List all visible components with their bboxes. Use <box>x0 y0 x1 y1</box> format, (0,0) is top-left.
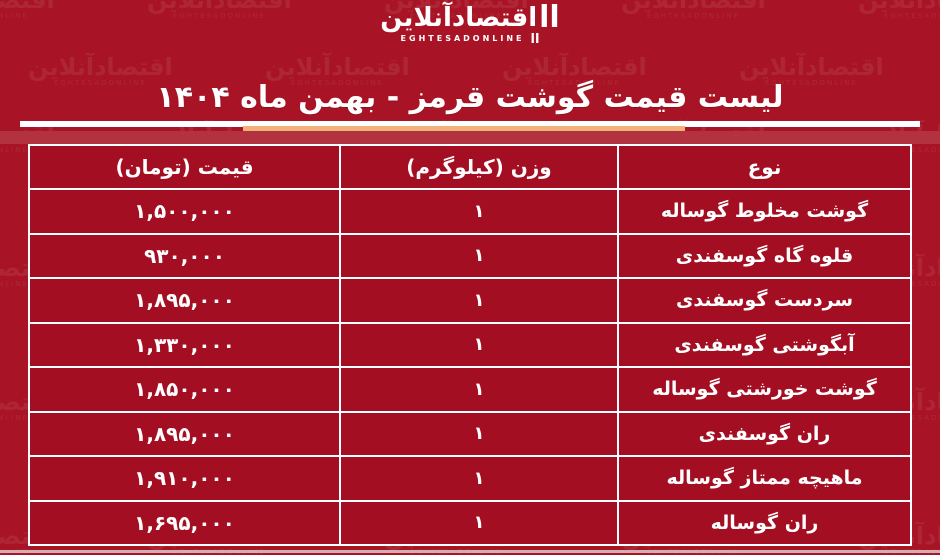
logo-wordmark: اا اقتصادآنلاین <box>380 0 560 35</box>
table-row: ۱,۸۹۵,۰۰۰ ۱ ران گوسفندی <box>30 412 910 455</box>
type-cell: سردست گوسفندی <box>619 279 910 322</box>
weight-cell: ۱ <box>341 368 617 411</box>
table-row: ۱,۸۵۰,۰۰۰ ۱ گوشت خورشتی گوساله <box>30 368 910 411</box>
title-underline-white <box>20 121 920 127</box>
table-row: ۱,۳۳۰,۰۰۰ ۱ آبگوشتی گوسفندی <box>30 323 910 366</box>
price-cell: ۱,۵۰۰,۰۰۰ <box>30 190 339 233</box>
price-table: قیمت (تومان) وزن (کیلوگرم) نوع ۱,۵۰۰,۰۰۰… <box>28 144 912 546</box>
price-cell: ۹۳۰,۰۰۰ <box>30 234 339 277</box>
type-cell: گوشت مخلوط گوساله <box>619 190 910 233</box>
price-cell: ۱,۶۹۵,۰۰۰ <box>30 501 339 544</box>
weight-cell: ۱ <box>341 190 617 233</box>
weight-cell: ۱ <box>341 501 617 544</box>
type-cell: ران گوسفندی <box>619 412 910 455</box>
price-cell: ۱,۸۹۵,۰۰۰ <box>30 412 339 455</box>
page-title: لیست قیمت گوشت قرمز - بهمن ماه ۱۴۰۴ <box>156 80 784 115</box>
table-row: ۱,۶۹۵,۰۰۰ ۱ ران گوساله <box>30 501 910 544</box>
type-cell: گوشت خورشتی گوساله <box>619 368 910 411</box>
light-band <box>0 131 940 144</box>
logo-persian-name: اقتصادآنلاین <box>380 3 538 33</box>
logo-latin-name: EGHTESADONLINE <box>400 34 525 43</box>
header-weight: وزن (کیلوگرم) <box>341 146 617 188</box>
weight-cell: ۱ <box>341 412 617 455</box>
table-row: ۱,۵۰۰,۰۰۰ ۱ گوشت مخلوط گوساله <box>30 190 910 233</box>
price-cell: ۱,۸۵۰,۰۰۰ <box>30 368 339 411</box>
table-row: ۱,۸۹۵,۰۰۰ ۱ سردست گوسفندی <box>30 279 910 322</box>
header-price: قیمت (تومان) <box>30 146 339 188</box>
eghtesadonline-logo: اا اقتصادآنلاین اا EGHTESADONLINE <box>0 0 940 50</box>
weight-cell: ۱ <box>341 234 617 277</box>
logo-bars-icon: اا <box>539 0 560 35</box>
table-row: ۹۳۰,۰۰۰ ۱ قلوه گاه گوسفندی <box>30 234 910 277</box>
type-cell: قلوه گاه گوسفندی <box>619 234 910 277</box>
logo-subtext-row: اا EGHTESADONLINE <box>401 32 540 47</box>
header-type: نوع <box>619 146 910 188</box>
weight-cell: ۱ <box>341 457 617 500</box>
title-underline-orange <box>243 126 685 131</box>
type-cell: آبگوشتی گوسفندی <box>619 323 910 366</box>
weight-cell: ۱ <box>341 279 617 322</box>
logo-small-bars-icon: اا <box>530 32 540 47</box>
table-header-row: قیمت (تومان) وزن (کیلوگرم) نوع <box>30 146 910 188</box>
weight-cell: ۱ <box>341 323 617 366</box>
bottom-accent-line <box>0 550 940 553</box>
price-cell: ۱,۸۹۵,۰۰۰ <box>30 279 339 322</box>
type-cell: ماهیچه ممتاز گوساله <box>619 457 910 500</box>
table-row: ۱,۹۱۰,۰۰۰ ۱ ماهیچه ممتاز گوساله <box>30 457 910 500</box>
type-cell: ران گوساله <box>619 501 910 544</box>
price-cell: ۱,۳۳۰,۰۰۰ <box>30 323 339 366</box>
price-cell: ۱,۹۱۰,۰۰۰ <box>30 457 339 500</box>
